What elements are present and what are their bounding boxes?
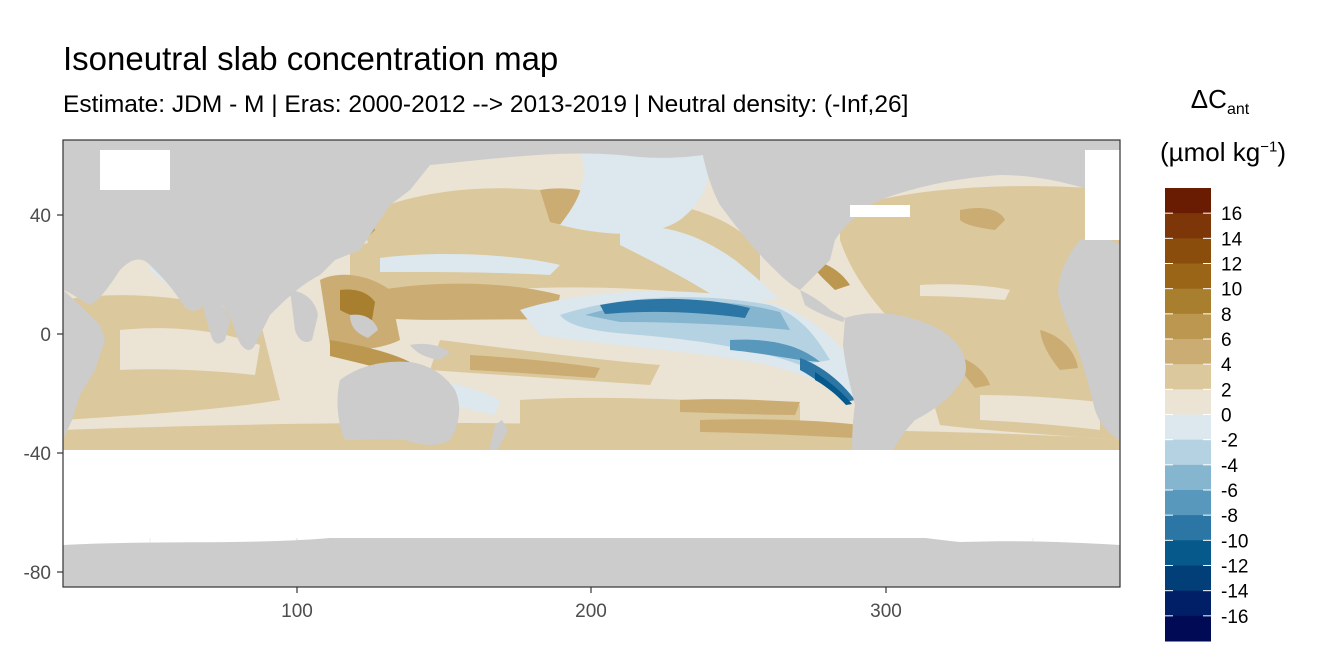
legend-label: -4	[1221, 456, 1238, 477]
y-tick-label-neg40: -40	[24, 444, 51, 465]
legend-swatch	[1165, 464, 1211, 491]
x-tick-label-200: 200	[575, 601, 607, 622]
legend-label: 0	[1221, 406, 1232, 427]
legend-label: 10	[1221, 280, 1242, 301]
legend-unit-prefix: (µmol kg	[1160, 137, 1261, 167]
legend-label: 12	[1221, 255, 1242, 276]
legend-label: 4	[1221, 355, 1232, 376]
legend-label: -16	[1221, 607, 1248, 628]
legend-swatch	[1165, 490, 1211, 516]
legend-swatch	[1165, 213, 1211, 239]
legend-label: 2	[1221, 380, 1232, 401]
y-tick-label-neg80: -80	[24, 563, 51, 584]
legend-swatch	[1165, 540, 1211, 566]
legend-label: -2	[1221, 431, 1238, 452]
legend-label: -10	[1221, 531, 1248, 552]
legend-symbol: ΔC	[1190, 84, 1227, 114]
legend-swatch	[1165, 389, 1211, 415]
legend-swatch	[1165, 339, 1211, 365]
legend-unit-suffix: )	[1277, 137, 1286, 167]
legend-swatch	[1165, 590, 1211, 617]
legend-labels: 16 14 12 10 8 6 4 2 0 -2 -4 -6 -8 -10 -12 -14 -16	[1221, 204, 1249, 628]
legend-label: 6	[1221, 330, 1232, 351]
y-tick-label-0: 0	[40, 325, 51, 346]
legend-swatch	[1165, 238, 1211, 264]
legend-label: 8	[1221, 305, 1232, 326]
legend-label: -6	[1221, 481, 1238, 502]
axis-ticks	[57, 214, 887, 593]
legend-swatch	[1165, 414, 1211, 441]
x-tick-label-100: 100	[281, 601, 313, 622]
legend-label: -12	[1221, 557, 1248, 578]
legend-subscript: ant	[1226, 101, 1250, 119]
legend-swatch	[1165, 565, 1211, 592]
coastal-gaps	[63, 150, 1120, 538]
chart-subtitle: Estimate: JDM - M | Eras: 2000-2012 --> …	[63, 91, 909, 118]
legend-swatch	[1165, 313, 1211, 340]
legend-title: ΔCant	[1160, 86, 1280, 118]
chart-title: Isoneutral slab concentration map	[63, 40, 559, 77]
legend-unit: (µmol kg−1)	[1160, 137, 1320, 168]
legend-swatch	[1165, 288, 1211, 315]
legend-swatch	[1165, 515, 1211, 541]
legend-swatch	[1165, 364, 1211, 390]
legend-swatch	[1165, 439, 1211, 466]
y-tick-label-40: 40	[30, 206, 51, 227]
legend-label: 14	[1221, 229, 1243, 250]
legend-unit-exp: −1	[1260, 138, 1278, 156]
legend-colorbar	[1165, 188, 1211, 642]
land	[63, 140, 1120, 587]
legend-swatch	[1165, 188, 1211, 214]
legend-swatch	[1165, 263, 1211, 290]
legend-label: -8	[1221, 506, 1238, 527]
legend-swatch	[1165, 615, 1211, 642]
legend-label: 16	[1221, 204, 1242, 225]
x-tick-label-300: 300	[870, 601, 902, 622]
legend-label: -14	[1221, 582, 1249, 603]
